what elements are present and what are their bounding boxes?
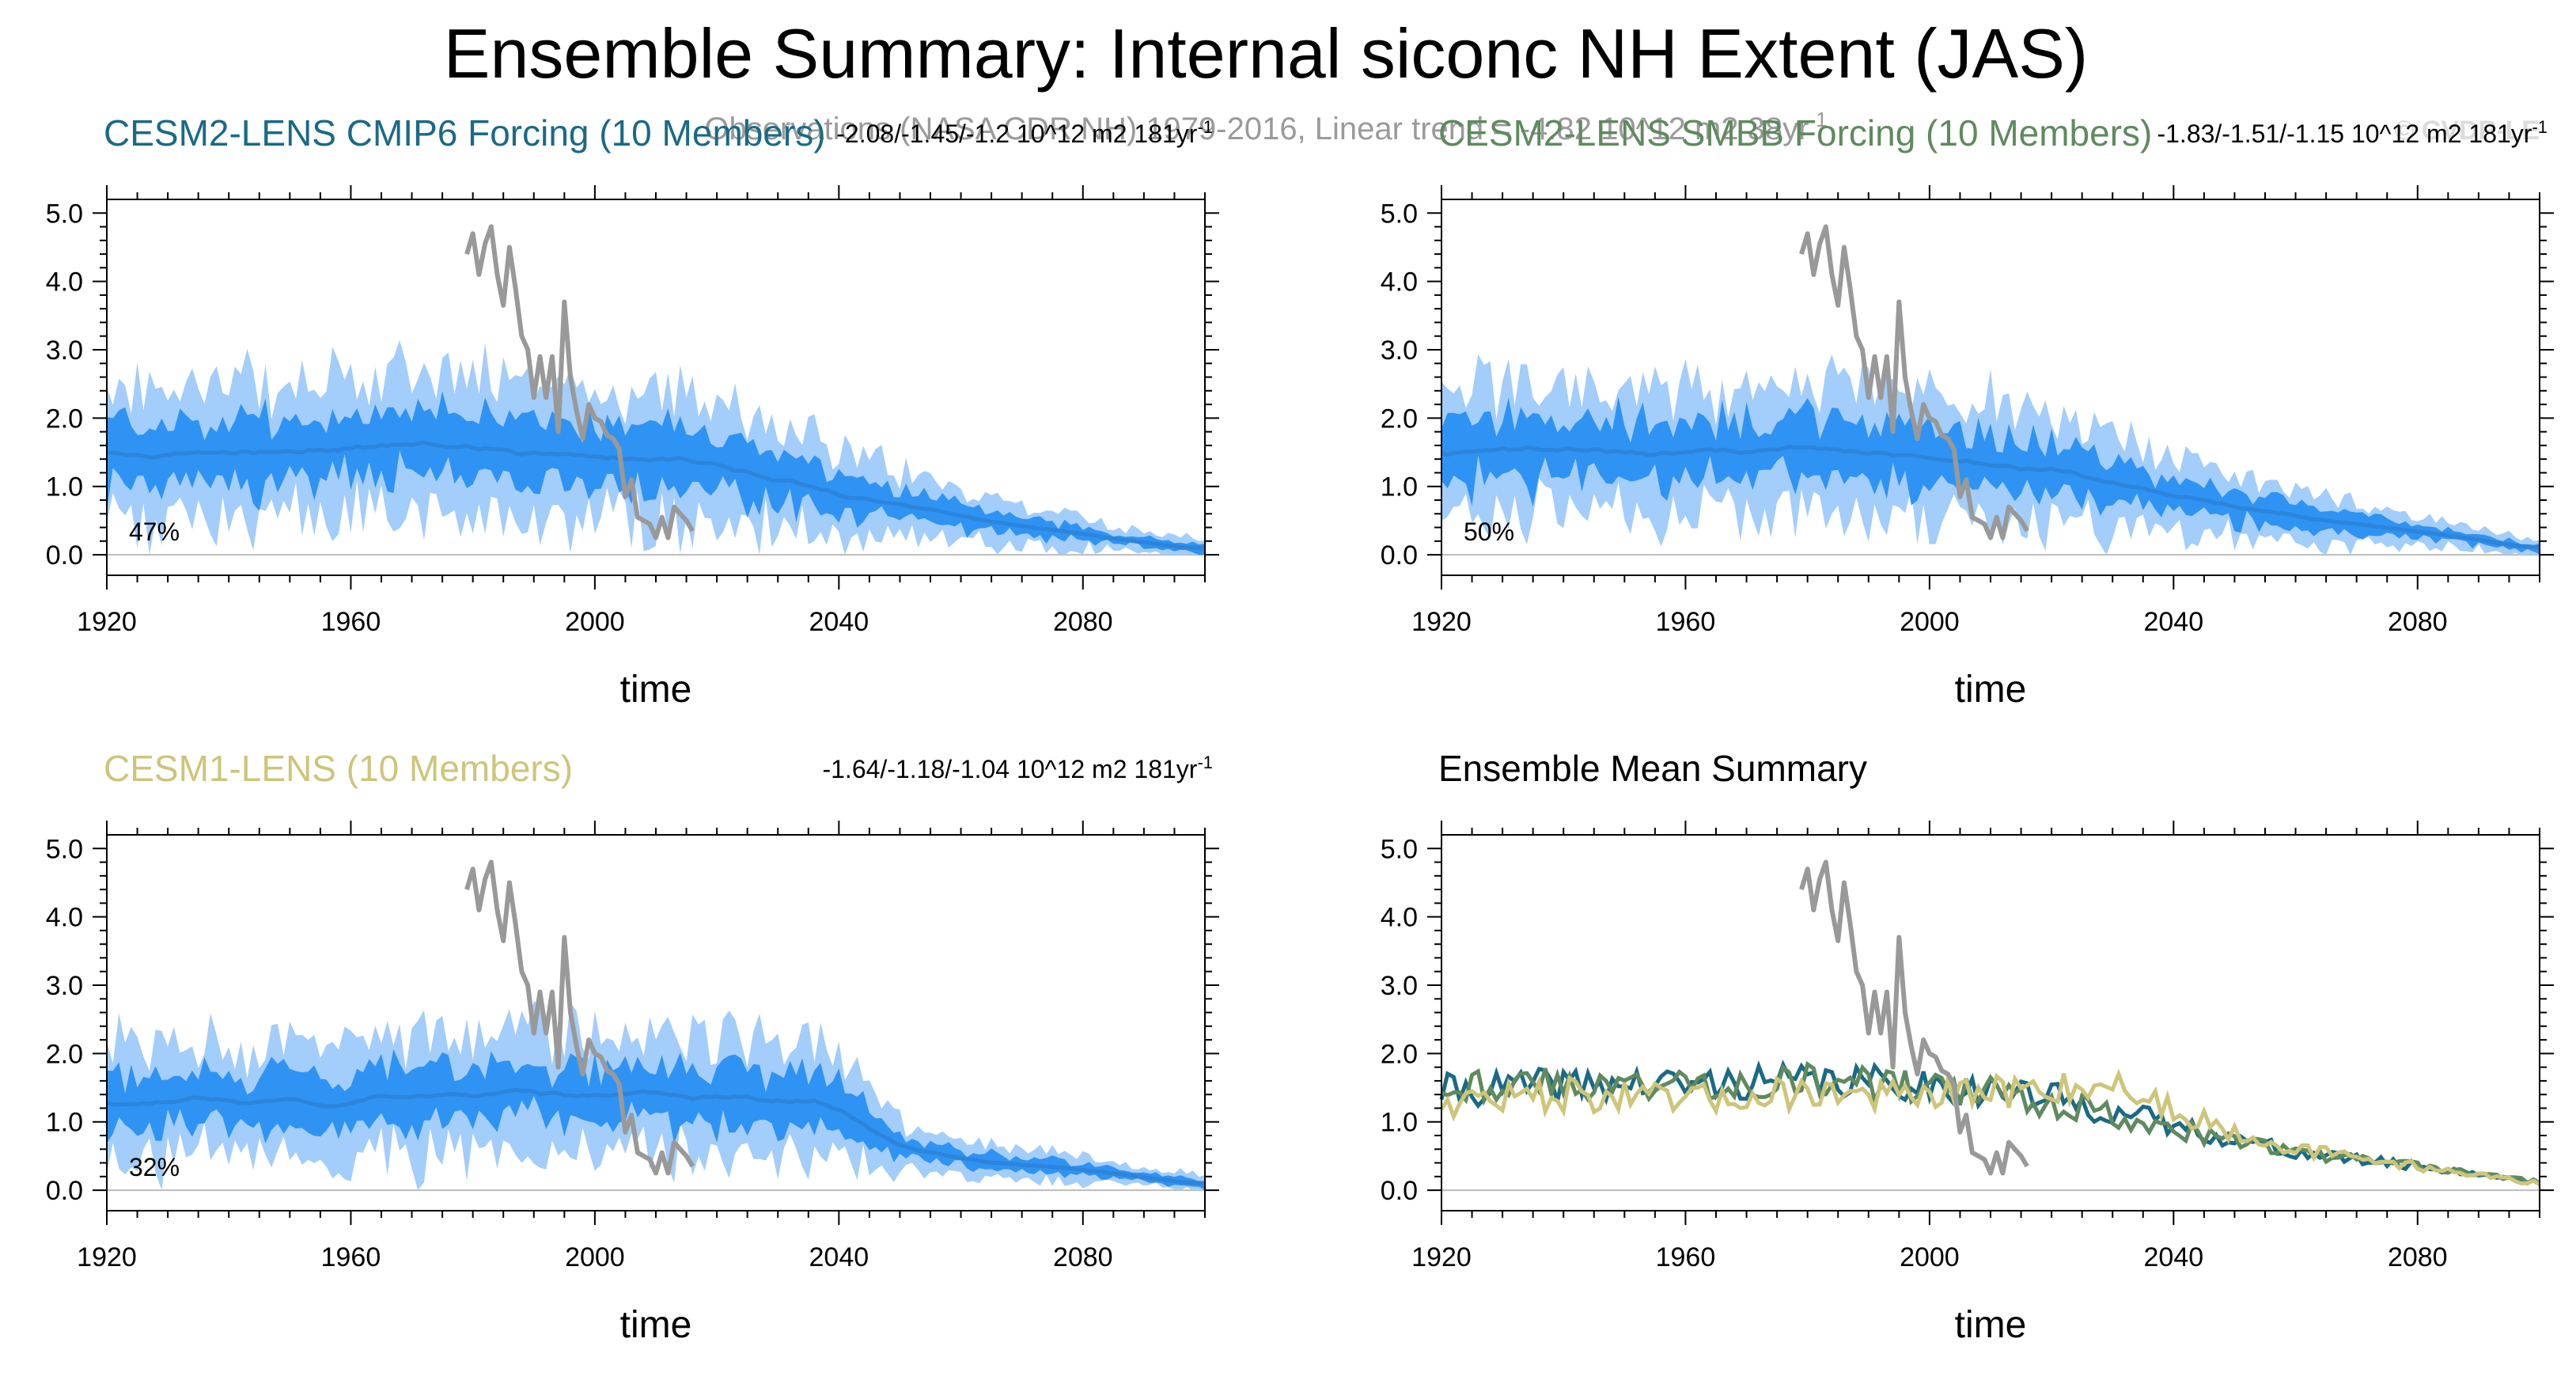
percent-label: 50% xyxy=(1464,518,1514,546)
copyright-label: © CVDP-LE xyxy=(2394,116,2540,146)
observations-line xyxy=(464,224,695,540)
y-tick-label: 4.0 xyxy=(1381,903,1418,933)
observations-trend-line: Observations (NASA CDR NH) 1979-2016, Li… xyxy=(704,108,1827,146)
inner-spread-band xyxy=(107,391,1205,555)
y-tick-label: 3.0 xyxy=(46,336,83,366)
panel-title: CESM2-LENS CMIP6 Forcing (10 Members) xyxy=(104,112,826,154)
y-tick-label: 2.0 xyxy=(46,404,83,434)
x-tick-label: 2000 xyxy=(1900,1242,1960,1272)
x-tick-label: 2080 xyxy=(1053,607,1113,637)
chart-panel-cesm2-smbb: CESM2-LENS SMBB Forcing (10 Members) -1.8… xyxy=(1381,112,2554,711)
plot-frame xyxy=(1441,834,2540,1211)
observations-trend-sup: -1 xyxy=(1809,108,1828,131)
chart-panel-cesm2-cmip6: CESM2-LENS CMIP6 Forcing (10 Members) -2.… xyxy=(46,112,1219,711)
y-tick-label: 1.0 xyxy=(46,1108,83,1138)
x-axis-label: time xyxy=(1955,1304,2027,1346)
percent-label: 47% xyxy=(129,518,180,546)
chart-panel-cesm1: CESM1-LENS (10 Members) -1.64/-1.18/-1.04… xyxy=(46,748,1219,1346)
panel-title: Ensemble Mean Summary xyxy=(1438,748,1867,789)
ensemble-median-line xyxy=(106,1087,1206,1185)
y-tick-label: 0.0 xyxy=(46,1176,83,1206)
x-tick-label: 2000 xyxy=(565,1242,625,1272)
x-tick-label: 2080 xyxy=(1053,1242,1113,1272)
x-tick-label: 2000 xyxy=(1900,607,1960,637)
trend-sup: -1 xyxy=(1197,117,1213,137)
x-tick-label: 1960 xyxy=(321,607,381,637)
y-tick-label: 3.0 xyxy=(1381,336,1418,366)
x-tick-label: 2040 xyxy=(2144,1242,2204,1272)
x-tick-label: 1920 xyxy=(1411,607,1472,637)
y-tick-label: 1.0 xyxy=(1381,1108,1418,1138)
x-tick-label: 2040 xyxy=(2144,607,2204,637)
trend-text: -1.64/-1.18/-1.04 10^12 m2 181yr xyxy=(822,755,1197,783)
percent-label: 32% xyxy=(129,1153,180,1181)
x-tick-label: 1960 xyxy=(1656,1242,1716,1272)
y-tick-label: 2.0 xyxy=(1381,1039,1418,1069)
trend-sup: -1 xyxy=(1197,753,1213,772)
y-tick-label: 5.0 xyxy=(1381,834,1418,864)
x-axis-label: time xyxy=(1955,669,2027,711)
y-tick-label: 5.0 xyxy=(46,834,83,864)
panel-title: CESM2-LENS SMBB Forcing (10 Members) xyxy=(1438,112,2152,154)
y-tick-label: 2.0 xyxy=(46,1039,83,1069)
series-line xyxy=(1439,1068,2541,1187)
y-tick-label: 1.0 xyxy=(1381,472,1418,502)
main-title: Ensemble Summary: Internal siconc NH Ext… xyxy=(444,14,2088,93)
ensemble-median-line xyxy=(106,440,1206,551)
ensemble-median-line xyxy=(1441,445,2540,550)
x-tick-label: 2040 xyxy=(809,1242,869,1272)
y-tick-label: 5.0 xyxy=(1381,199,1418,229)
y-tick-label: 3.0 xyxy=(46,971,83,1001)
y-tick-label: 0.0 xyxy=(1381,1176,1418,1206)
trend-sup: -1 xyxy=(2532,117,2548,137)
y-tick-label: 5.0 xyxy=(46,199,83,229)
y-tick-label: 0.0 xyxy=(46,540,83,571)
series-line xyxy=(1441,1060,2541,1185)
y-tick-label: 2.0 xyxy=(1381,404,1418,434)
x-axis-label: time xyxy=(620,1304,692,1346)
observations-line xyxy=(1799,224,2029,540)
observations-trend-text: Observations (NASA CDR NH) 1979-2016, Li… xyxy=(704,112,1809,146)
x-axis-label: time xyxy=(620,669,692,711)
chart-panel-ensemble-mean: Ensemble Mean Summary 1920 1960 2000 2040 208… xyxy=(1381,748,2554,1346)
inner-spread-band xyxy=(107,1048,1205,1191)
observations-line xyxy=(464,859,695,1176)
x-tick-label: 1920 xyxy=(77,1242,137,1272)
y-tick-label: 4.0 xyxy=(46,267,83,298)
inner-spread-band xyxy=(1441,396,2540,555)
x-tick-label: 2000 xyxy=(565,607,625,637)
x-tick-label: 2080 xyxy=(2388,1242,2448,1272)
x-tick-label: 1920 xyxy=(1411,1242,1472,1272)
y-tick-label: 0.0 xyxy=(1381,540,1418,571)
x-tick-label: 2080 xyxy=(2388,607,2448,637)
y-tick-label: 1.0 xyxy=(46,472,83,502)
trend-label: -1.83/-1.51/-1.15 10^12 m2 181yr-1 xyxy=(2157,117,2548,148)
x-tick-label: 1920 xyxy=(77,607,137,637)
trend-text: -1.83/-1.51/-1.15 10^12 m2 181yr xyxy=(2157,119,2532,148)
y-tick-label: 3.0 xyxy=(1381,971,1418,1001)
y-tick-label: 4.0 xyxy=(46,903,83,933)
trend-label: -2.08/-1.45/-1.2 10^12 m2 181yr-1 xyxy=(836,117,1213,148)
x-tick-label: 1960 xyxy=(1656,607,1716,637)
x-tick-label: 2040 xyxy=(809,607,869,637)
trend-label: -1.64/-1.18/-1.04 10^12 m2 181yr-1 xyxy=(822,753,1213,783)
trend-text: -2.08/-1.45/-1.2 10^12 m2 181yr xyxy=(836,119,1198,148)
y-tick-label: 4.0 xyxy=(1381,267,1418,298)
observations-line xyxy=(1799,859,2029,1176)
panel-title: CESM1-LENS (10 Members) xyxy=(104,748,573,789)
x-tick-label: 1960 xyxy=(321,1242,381,1272)
